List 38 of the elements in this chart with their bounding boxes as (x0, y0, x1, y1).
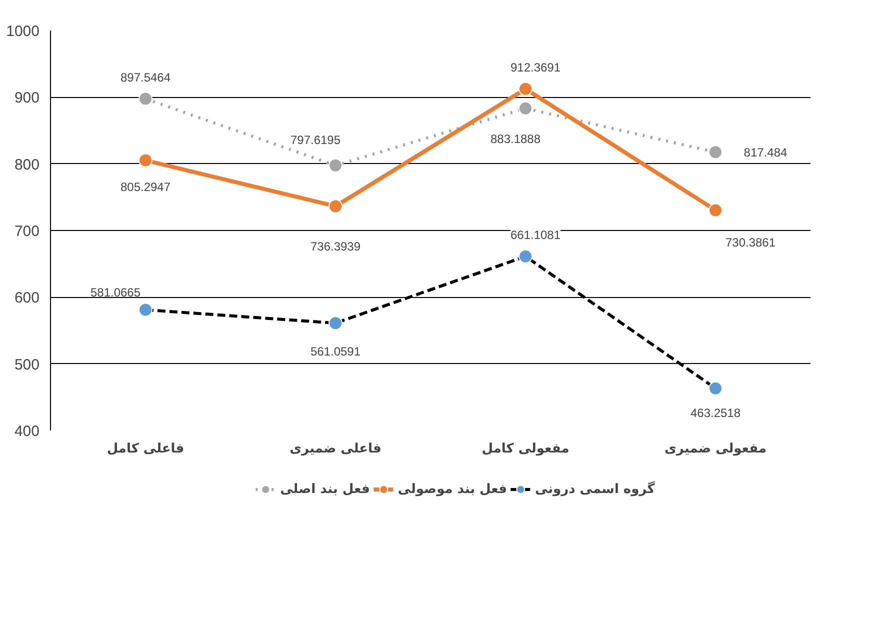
point (518, 249, 532, 264)
point (138, 153, 152, 168)
x-tick-label: مفعولی ضمیری (664, 442, 767, 456)
point (138, 92, 152, 106)
point (518, 82, 532, 96)
y-tick-label: 900 (14, 90, 40, 107)
point (708, 145, 722, 160)
data-label: 805.2947 (120, 180, 171, 194)
point (708, 203, 722, 218)
legend-label: فعل بند اصلی (280, 482, 370, 496)
x-tick-label: مفعولی کامل (482, 442, 570, 456)
y-tick-label: 600 (14, 290, 40, 307)
y-tick-label: 700 (14, 223, 40, 240)
x-tick-label: فاعلی ضمیری (290, 442, 382, 456)
data-label: 797.6195 (290, 132, 341, 147)
point (328, 316, 342, 330)
point (138, 302, 152, 317)
y-tick-label: 400 (14, 423, 40, 440)
y-tick-label: 800 (14, 156, 40, 174)
legend-label: گروه اسمی درونی (535, 482, 655, 496)
point (708, 381, 722, 396)
data-label: 736.3939 (310, 240, 361, 254)
data-label: 463.2518 (690, 406, 741, 420)
point (328, 158, 342, 172)
x-tick-label: فاعلی کامل (106, 442, 184, 456)
data-label: 897.5464 (120, 70, 171, 84)
point (328, 199, 342, 214)
data-label: 912.3691 (510, 60, 561, 74)
data-label: 730.3861 (725, 236, 776, 250)
data-label: 661.1081 (510, 228, 561, 242)
data-label: 883.1888 (490, 132, 541, 146)
data-label: 817.484 (744, 146, 788, 160)
data-label: 581.0665 (90, 285, 141, 300)
y-tick-label: 500 (14, 356, 40, 374)
legend-label: فعل بند موصولی (398, 482, 507, 496)
point (518, 101, 532, 116)
data-label: 561.0591 (310, 344, 361, 359)
y-tick-label: 1000 (6, 23, 40, 40)
